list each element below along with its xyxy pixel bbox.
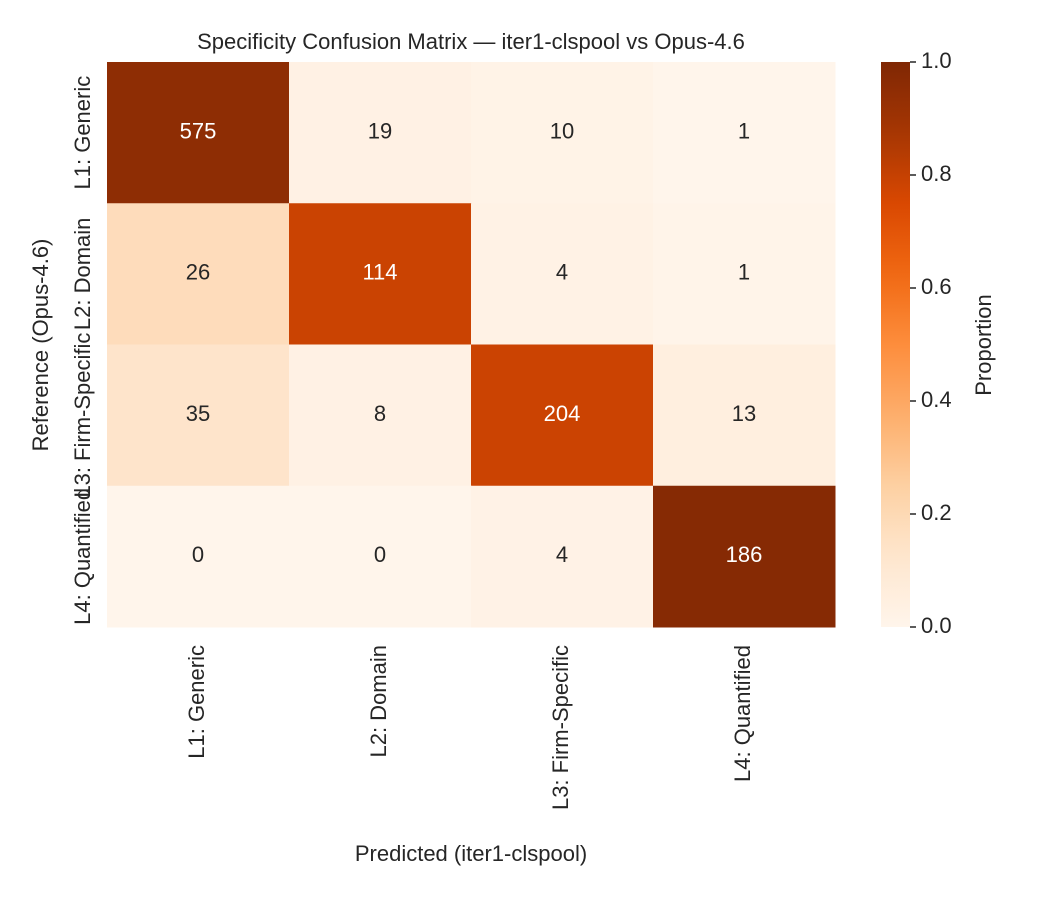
cell-label: 4 [556, 260, 568, 285]
cell-label: 1 [738, 260, 750, 285]
cell-label: 0 [192, 542, 204, 567]
cell-label: 8 [374, 401, 386, 426]
heatmap-cell [653, 485, 836, 628]
cell-label: 575 [180, 118, 217, 143]
cell-label: 186 [726, 542, 763, 567]
cell-label: 19 [368, 118, 392, 143]
x-tick-label: L1: Generic [184, 645, 209, 759]
heatmap-cell [289, 485, 472, 628]
cell-label: 0 [374, 542, 386, 567]
y-tick-label: L1: Generic [70, 76, 95, 190]
colorbar-label: Proportion [971, 294, 996, 396]
heatmap-cell [107, 485, 290, 628]
cell-label: 10 [550, 118, 574, 143]
heatmap-cell [289, 62, 472, 204]
cell-label: 1 [738, 118, 750, 143]
colorbar-tick-label: 1.0 [921, 48, 952, 73]
cell-label: 35 [186, 401, 210, 426]
x-axis-label: Predicted (iter1-clspool) [355, 841, 587, 866]
y-tick-label: L3: Firm-Specific [70, 333, 95, 498]
colorbar [881, 62, 910, 627]
heatmap-cell [107, 344, 290, 487]
colorbar-tick-label: 0.0 [921, 613, 952, 638]
heatmap-cell [289, 344, 472, 487]
heatmap-cell [471, 485, 654, 628]
y-axis-label: Reference (Opus-4.6) [28, 239, 53, 452]
x-tick-label: L2: Domain [366, 645, 391, 758]
heatmap-cell [107, 203, 290, 345]
heatmap-cell [653, 344, 836, 487]
heatmap-cell [653, 203, 836, 345]
colorbar-tick-label: 0.4 [921, 387, 952, 412]
chart-title: Specificity Confusion Matrix — iter1-cls… [197, 29, 745, 54]
cell-label: 114 [362, 260, 397, 285]
heatmap-cell [471, 62, 654, 204]
cell-label: 26 [186, 260, 210, 285]
heatmap-cell [653, 62, 836, 204]
x-tick-label: L3: Firm-Specific [548, 645, 573, 810]
cell-label: 4 [556, 542, 568, 567]
y-tick-label: L4: Quantified [70, 488, 95, 625]
heatmap-cell [107, 62, 290, 204]
cell-label: 13 [732, 401, 756, 426]
colorbar-tick-label: 0.6 [921, 274, 952, 299]
colorbar-tick-label: 0.2 [921, 500, 952, 525]
x-tick-label: L4: Quantified [730, 645, 755, 782]
cell-label: 204 [544, 401, 581, 426]
colorbar-tick-label: 0.8 [921, 161, 952, 186]
heatmap-cell [471, 203, 654, 345]
y-tick-label: L2: Domain [70, 218, 95, 331]
heatmap-cell [289, 203, 472, 345]
heatmap-cell [471, 344, 654, 487]
